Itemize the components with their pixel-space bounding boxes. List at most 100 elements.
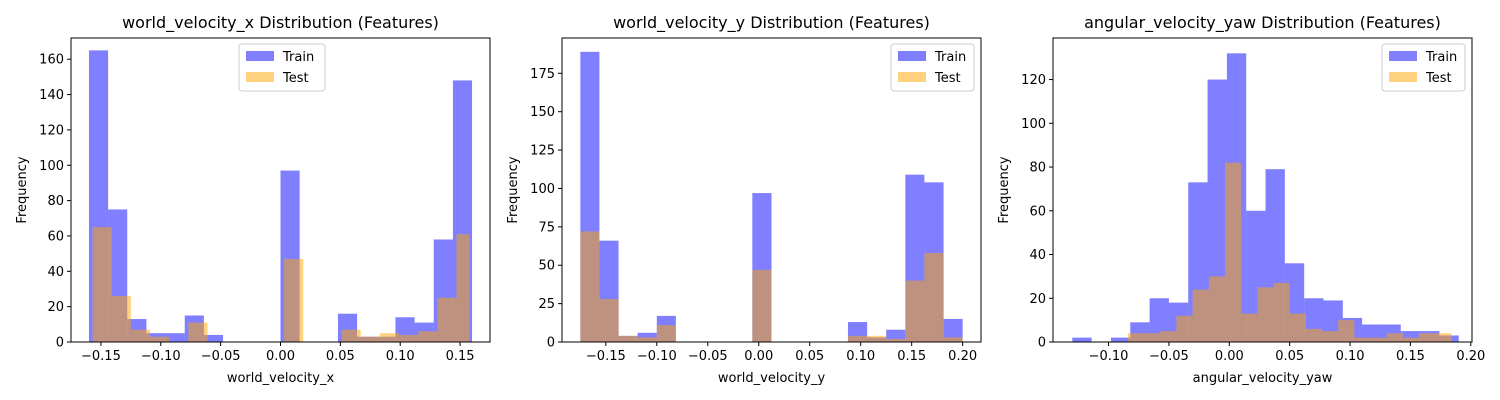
histogram-bar-test <box>284 258 304 342</box>
legend-label-test: Test <box>282 71 309 86</box>
histogram-bar-test <box>1257 287 1274 342</box>
panel-world-velocity-y: world_velocity_y Distribution (Features)… <box>506 13 982 386</box>
histogram-bar-test <box>1176 315 1193 342</box>
histogram-bar-test <box>399 334 419 342</box>
histogram-bar-test <box>656 325 676 342</box>
histogram-bar-test <box>1370 337 1387 342</box>
histogram-bar-test <box>456 234 470 342</box>
x-tick-label: −0.05 <box>1149 349 1189 364</box>
legend-swatch-train <box>1389 51 1417 61</box>
y-tick-label: 60 <box>1029 204 1046 219</box>
y-tick-label: 20 <box>47 300 64 315</box>
axes-frame <box>561 37 982 343</box>
y-tick-label: 140 <box>39 88 64 103</box>
x-tick-label: 0.00 <box>266 349 295 364</box>
histogram-bar-test <box>618 335 638 342</box>
histogram-bar-train <box>1400 331 1421 342</box>
histogram-bar-train <box>203 334 224 342</box>
histogram-bar-test <box>1144 333 1161 342</box>
histogram-bar-test <box>1127 333 1145 342</box>
legend-swatch-train <box>246 51 274 61</box>
legend-label-test: Test <box>934 71 961 86</box>
histogram-bar-test <box>943 337 963 342</box>
x-tick-label: −0.05 <box>688 349 728 364</box>
chart-title: world_velocity_x Distribution (Features) <box>122 13 439 33</box>
x-tick-label: 0.15 <box>1396 349 1425 364</box>
histogram-bar-test <box>1208 276 1225 342</box>
bars-group <box>1072 53 1459 343</box>
y-tick-label: 120 <box>1021 73 1046 88</box>
x-tick-label: 0.20 <box>1456 349 1485 364</box>
x-axis-label: world_velocity_y <box>718 371 826 386</box>
histogram-bar-test <box>1241 313 1258 342</box>
y-tick-label: 100 <box>39 159 64 174</box>
ticks-group: −0.15 −0.10 −0.05 0.00 0.05 0.10 0.15 0 20 40 60 80… <box>39 53 474 364</box>
x-tick-label: 0.15 <box>897 349 926 364</box>
x-tick-label: 0.10 <box>386 349 415 364</box>
legend-swatch-test <box>898 72 926 82</box>
histogram-bar-train <box>1072 337 1092 342</box>
y-tick-label: 125 <box>530 144 555 159</box>
y-tick-label: 60 <box>47 229 64 244</box>
y-tick-label: 0 <box>56 336 64 351</box>
histogram-bar-test <box>1419 333 1436 342</box>
histogram-bar-train <box>1110 337 1131 342</box>
y-tick-label: 40 <box>47 265 64 280</box>
histogram-bar-test <box>188 322 208 342</box>
legend-swatch-test <box>246 72 274 82</box>
y-tick-label: 0 <box>1038 336 1046 351</box>
histogram-bar-test <box>886 338 906 342</box>
histogram-bar-test <box>111 296 131 342</box>
legend: Train Test <box>890 43 975 92</box>
histogram-bar-test <box>130 329 151 342</box>
x-axis-label: angular_velocity_yaw <box>1193 371 1333 386</box>
y-axis-label: Frequency <box>506 156 521 223</box>
panel-angular-velocity-yaw: angular_velocity_yaw Distribution (Featu… <box>997 13 1485 386</box>
y-tick-label: 175 <box>530 67 555 82</box>
y-tick-label: 150 <box>530 105 555 120</box>
y-axis-label: Frequency <box>997 156 1012 223</box>
x-tick-label: 0.10 <box>846 349 875 364</box>
x-tick-label: 0.00 <box>1215 349 1244 364</box>
legend-swatch-test <box>1389 72 1417 82</box>
histogram-bar-test <box>418 331 438 342</box>
histogram-bar-test <box>360 336 380 342</box>
ticks-group: −0.15 −0.10 −0.05 0.00 0.05 0.10 0.15 0.20 0 25 50… <box>530 67 977 364</box>
histogram-bar-train <box>165 333 185 342</box>
y-tick-label: 100 <box>530 182 555 197</box>
y-tick-label: 20 <box>1029 292 1046 307</box>
histogram-bar-test <box>379 333 400 342</box>
histogram-bar-train <box>1362 324 1382 342</box>
histogram-bar-test <box>924 252 944 342</box>
histogram-bar-test <box>1289 313 1306 342</box>
histogram-bar-test <box>1273 282 1290 342</box>
panel-world-velocity-x: world_velocity_x Distribution (Features)… <box>15 13 491 386</box>
histogram-bar-test <box>752 269 772 342</box>
histogram-bar-test <box>1224 162 1242 342</box>
y-tick-label: 80 <box>1029 161 1046 176</box>
histogram-bar-test <box>1354 337 1371 342</box>
bars-group <box>580 51 963 342</box>
histogram-bar-test <box>1305 328 1323 342</box>
x-tick-label: 0.00 <box>744 349 773 364</box>
legend-label-train: Train <box>934 50 966 65</box>
histogram-bar-test <box>150 336 170 342</box>
histogram-bar-test <box>1160 331 1177 342</box>
histogram-bar-test <box>1435 333 1452 342</box>
chart-title: angular_velocity_yaw Distribution (Featu… <box>1084 13 1441 33</box>
x-tick-label: 0.20 <box>948 349 977 364</box>
axes-frame <box>70 37 491 343</box>
y-tick-label: 25 <box>538 297 555 312</box>
bars-group <box>88 50 473 343</box>
histogram-bar-test <box>92 227 112 342</box>
histogram-bar-test <box>1402 337 1420 342</box>
x-tick-label: 0.15 <box>446 349 475 364</box>
y-axis-label: Frequency <box>15 156 30 223</box>
y-tick-label: 0 <box>547 336 555 351</box>
x-tick-label: 0.05 <box>795 349 824 364</box>
histogram-bar-test <box>437 297 457 342</box>
legend-label-train: Train <box>1425 50 1457 65</box>
histogram-bar-test <box>599 299 619 342</box>
x-tick-label: −0.10 <box>1089 349 1129 364</box>
